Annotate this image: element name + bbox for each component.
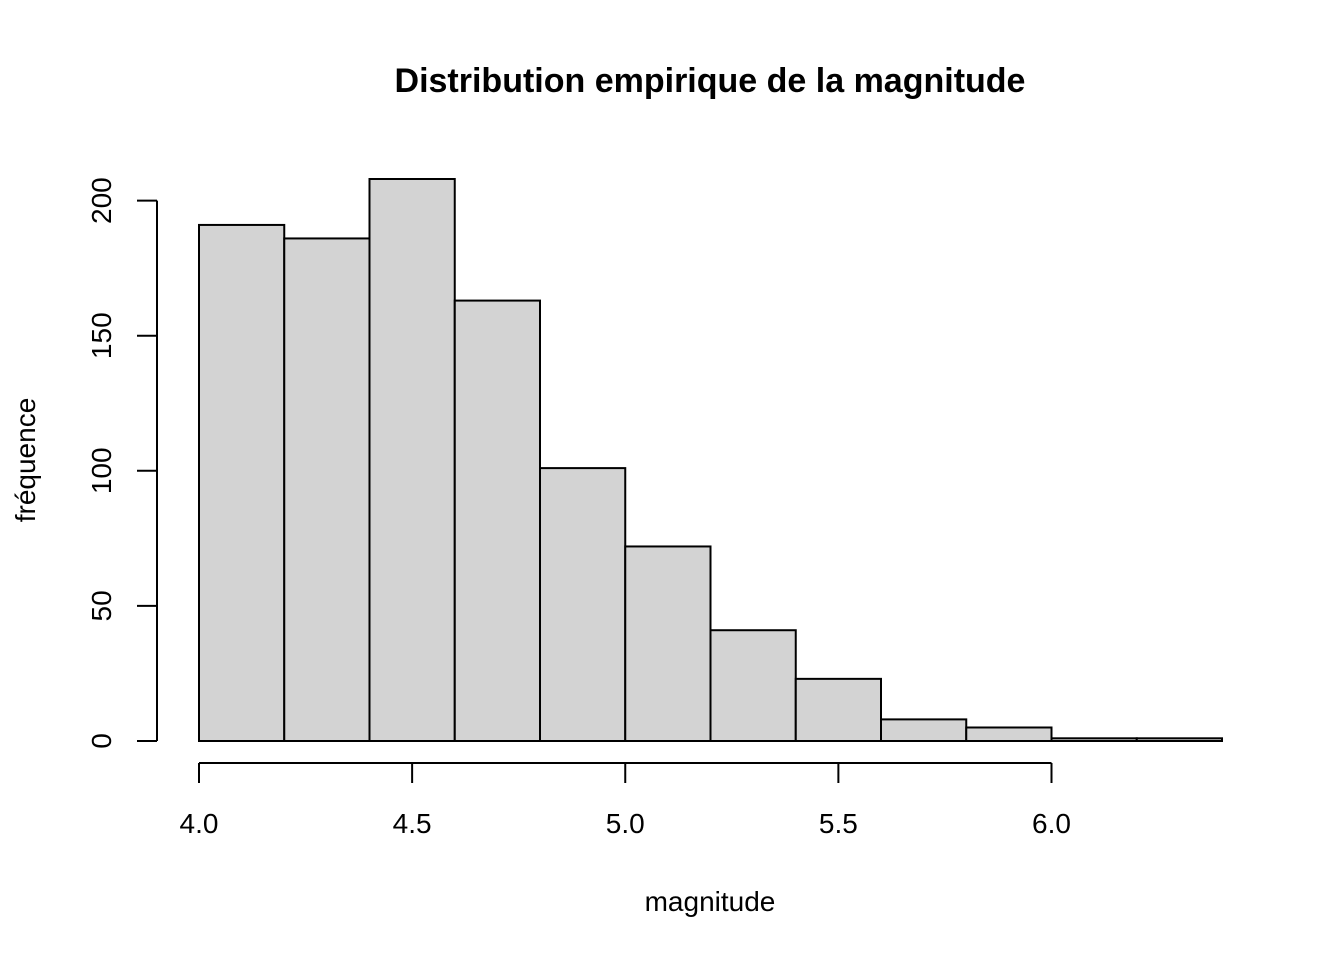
y-tick-label: 50 [86, 590, 117, 621]
histogram-bar [965, 726, 1053, 742]
histogram-bar [453, 299, 541, 742]
histogram-bar [283, 237, 371, 742]
chart-title: Distribution empirique de la magnitude [395, 62, 1026, 100]
histogram-bar [794, 677, 882, 743]
histogram-bar [1135, 737, 1223, 743]
histogram-bar [880, 718, 968, 743]
bars-group [198, 178, 1223, 743]
histogram-bar [198, 223, 286, 743]
y-tick-label: 0 [86, 733, 117, 749]
x-tick-label: 5.5 [819, 808, 858, 839]
histogram-bar [1050, 737, 1138, 743]
y-tick-label: 200 [86, 177, 117, 224]
y-axis: 0 50 100 150 200 [86, 177, 158, 749]
x-axis: 4.0 4.5 5.0 5.5 6.0 [180, 762, 1071, 839]
y-tick-label: 150 [86, 312, 117, 359]
histogram-bar [624, 545, 712, 743]
x-tick-label: 6.0 [1032, 808, 1071, 839]
x-axis-label: magnitude [645, 886, 776, 917]
y-tick-label: 100 [86, 447, 117, 494]
x-tick-label: 4.5 [393, 808, 432, 839]
histogram-bar [539, 467, 627, 742]
x-tick-label: 4.0 [180, 808, 219, 839]
histogram-bar [368, 178, 456, 742]
x-tick-label: 5.0 [606, 808, 645, 839]
histogram-bar [709, 629, 797, 742]
y-axis-label: fréquence [10, 398, 41, 523]
